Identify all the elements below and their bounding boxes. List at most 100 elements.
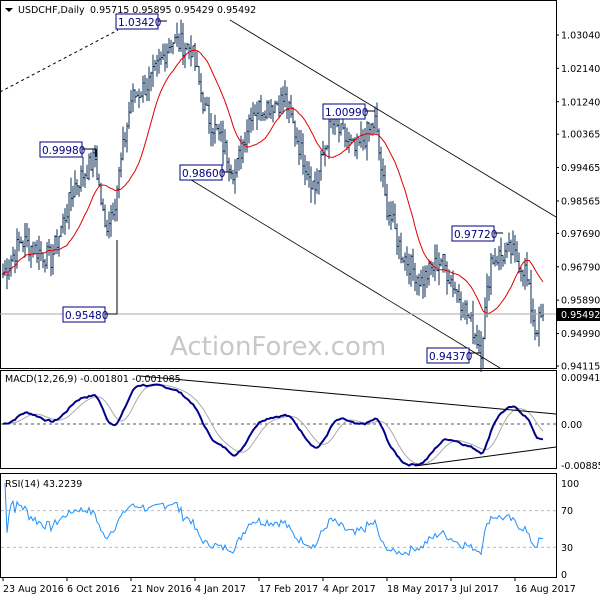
ohlc-bar	[288, 100, 290, 124]
ohlc-bar	[306, 160, 308, 181]
ohlc-bar	[348, 131, 350, 153]
ohlc-bar	[392, 200, 394, 223]
ohlc-bar	[158, 48, 160, 74]
rsi-title: RSI(14) 43.2239	[5, 479, 82, 490]
ohlc-bar	[86, 164, 88, 180]
svg-text:1.00990: 1.00990	[325, 107, 368, 119]
ohlc-bar	[532, 298, 534, 327]
ohlc-bar	[170, 39, 172, 54]
ohlc-bar	[440, 258, 442, 267]
svg-text:0.97720: 0.97720	[454, 229, 497, 241]
ohlc-bar	[296, 127, 298, 145]
ohlc-bar	[50, 244, 52, 277]
ohlc-bar	[510, 239, 512, 264]
ohlc-bar	[136, 91, 138, 98]
ohlc-bar	[428, 259, 430, 286]
ohlc-bar	[300, 130, 302, 160]
ohlc-bar	[542, 303, 544, 322]
ohlc-bar	[386, 183, 388, 221]
ohlc-bar	[278, 95, 280, 118]
ohlc-bar	[350, 134, 352, 145]
ohlc-bar	[458, 284, 460, 304]
ohlc-bar	[274, 100, 276, 114]
ohlc-bar	[132, 83, 134, 113]
ohlc-bar	[26, 222, 28, 248]
ohlc-bar	[540, 303, 542, 319]
annotation-0-97720: 0.97720	[451, 225, 503, 242]
ohlc-bar	[324, 145, 326, 167]
ohlc-bar	[70, 177, 72, 211]
dashed-trendline	[0, 29, 119, 93]
svg-text:1.03420: 1.03420	[118, 17, 161, 29]
ohlc-bar	[212, 127, 214, 147]
ohlc-bar	[448, 269, 450, 285]
ohlc-bar	[204, 97, 206, 112]
rsi-line	[4, 482, 544, 556]
ohlc-bar	[496, 255, 498, 266]
ohlc-bar	[54, 235, 56, 255]
ohlc-bar	[258, 99, 260, 121]
ohlc-bar	[536, 330, 538, 337]
ohlc-bar	[194, 42, 196, 71]
ohlc-bar	[400, 232, 402, 264]
ohlc-bar	[84, 173, 86, 188]
ohlc-bar	[346, 127, 348, 150]
ohlc-bar	[220, 120, 222, 142]
moving-average-line	[2, 49, 544, 314]
ohlc-bar	[124, 132, 126, 148]
ohlc-bar	[20, 236, 22, 244]
price-bars	[2, 19, 544, 373]
price-tick-label: 0.97690	[561, 229, 600, 240]
ohlc-bar	[248, 114, 250, 144]
ohlc-bar	[516, 241, 518, 262]
ohlc-bar	[286, 86, 288, 120]
ohlc-bar	[298, 129, 300, 165]
svg-text:0.94370: 0.94370	[429, 351, 472, 363]
ohlc-bar	[284, 80, 286, 108]
rsi-tick-70: 70	[561, 506, 573, 517]
ohlc-bar	[480, 331, 482, 373]
macd-upper-trendline	[139, 375, 557, 415]
collapse-triangle-icon[interactable]	[5, 8, 13, 12]
macd-lines	[2, 383, 544, 467]
ohlc-bar	[150, 71, 152, 92]
ohlc-bar	[250, 107, 252, 133]
ohlc-bar	[222, 120, 224, 166]
ohlc-bar	[166, 43, 168, 69]
ohlc-bar	[484, 297, 486, 340]
ohlc-bar	[118, 166, 120, 199]
ohlc-bar	[228, 157, 230, 182]
ohlc-bar	[502, 254, 504, 267]
ohlc-bar	[80, 165, 82, 192]
macd-title: MACD(12,26,9) -0.001801 -0.001085	[5, 374, 181, 385]
ohlc-bar	[154, 59, 156, 71]
ohlc-bar	[490, 252, 492, 296]
ohlc-bar	[370, 123, 372, 136]
ohlc-bar	[34, 241, 36, 255]
ohlc-bar	[32, 241, 34, 258]
ohlc-bar	[498, 245, 500, 271]
ohlc-bar	[470, 311, 472, 322]
ohlc-bar	[68, 192, 70, 230]
ohlc-bar	[214, 114, 216, 144]
price-tick-label: 0.96790	[561, 262, 600, 273]
price-tick-label: 0.99465	[561, 163, 600, 174]
ohlc-bar	[326, 144, 328, 151]
ohlc-bar	[6, 258, 8, 290]
ohlc-bar	[416, 275, 418, 296]
ohlc-bar	[42, 252, 44, 269]
ohlc-bar	[48, 239, 50, 256]
macd-lower-trendline	[414, 446, 557, 467]
ohlc-bar	[56, 229, 58, 255]
annotation-0-99980: 0.99980	[39, 141, 97, 158]
ohlc-bar	[270, 99, 272, 120]
ohlc-bar	[142, 75, 144, 103]
ohlc-bar	[106, 219, 108, 237]
ohlc-bar	[28, 227, 30, 262]
ohlc-bar	[408, 253, 410, 285]
ohlc-bar	[538, 306, 540, 347]
ohlc-bar	[308, 161, 310, 188]
ohlc-bar	[280, 87, 282, 114]
ohlc-bar	[104, 204, 106, 228]
annotation-1-00990: 1.00990	[322, 103, 375, 120]
